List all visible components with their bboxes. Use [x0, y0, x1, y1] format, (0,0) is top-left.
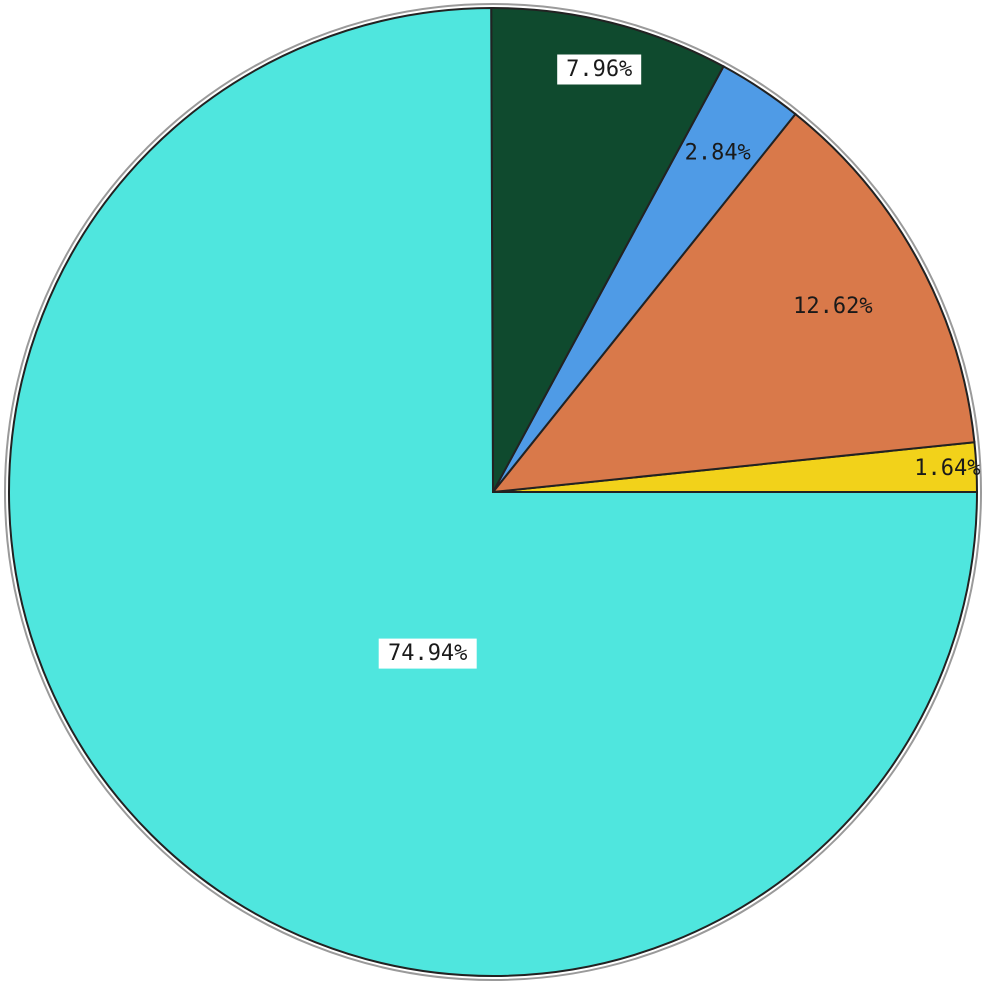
pie-outer-ring	[4, 3, 982, 981]
slice-label: 7.96%	[566, 57, 632, 82]
slice-label-group: 2.84%	[685, 141, 751, 166]
slice-label: 2.84%	[685, 141, 751, 166]
slice-label-box	[378, 638, 477, 669]
pie-slice	[490, 6, 725, 493]
slice-label: 74.94%	[388, 641, 467, 666]
slice-label-group: 7.96%	[557, 54, 642, 85]
pie-slices	[8, 6, 979, 977]
slice-label-box	[557, 54, 642, 85]
slice-label: 1.64%	[914, 456, 980, 481]
pie-slice	[490, 112, 976, 494]
slice-label-group: 74.94%	[378, 638, 477, 669]
pie-slice	[8, 6, 979, 977]
slice-label-group: 12.62%	[793, 294, 872, 319]
slice-label-group: 1.64%	[914, 456, 980, 481]
slice-label: 12.62%	[793, 294, 872, 319]
pie-labels: 1.64% 12.62% 2.84% 7.96% 74.94%	[378, 54, 981, 669]
